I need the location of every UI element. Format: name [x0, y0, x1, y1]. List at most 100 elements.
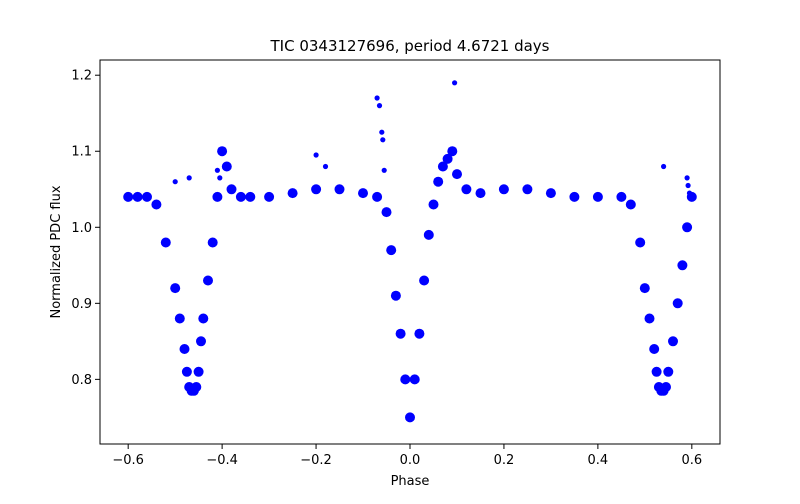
data-point: [217, 146, 228, 157]
y-tick-label: 1.1: [71, 145, 92, 160]
data-point: [191, 382, 202, 392]
data-point: [423, 229, 434, 240]
data-point: [142, 191, 152, 202]
data-point: [390, 290, 401, 301]
data-point: [400, 374, 411, 385]
data-point: [170, 283, 181, 294]
data-point: [428, 199, 439, 210]
y-axis-label: Normalized PDC flux: [49, 185, 64, 318]
data-point: [639, 283, 650, 294]
data-point: [442, 153, 453, 164]
data-point: [212, 191, 223, 202]
data-point: [174, 313, 185, 324]
data-point: [625, 199, 636, 210]
y-tick-label: 1.2: [71, 69, 92, 84]
data-point: [433, 176, 444, 187]
data-point: [203, 275, 213, 286]
data-point: [196, 336, 206, 347]
data-point: [661, 382, 671, 392]
data-point: [379, 129, 385, 135]
data-point: [461, 184, 472, 195]
data-point: [452, 169, 462, 180]
data-point: [592, 191, 603, 202]
data-point: [522, 184, 533, 195]
data-point: [132, 191, 143, 202]
data-point: [264, 191, 275, 202]
data-point: [663, 366, 674, 377]
data-point: [381, 167, 387, 173]
data-point: [322, 163, 329, 170]
x-axis: −0.6 −0.4 −0.2 0.0 0.2 0.4 0.6: [112, 444, 702, 468]
data-point: [376, 103, 383, 109]
data-point: [226, 184, 237, 195]
data-points: [123, 80, 697, 423]
data-point: [677, 260, 688, 271]
data-point: [686, 190, 693, 196]
data-point: [545, 188, 556, 199]
data-point: [172, 179, 178, 185]
x-tick-label: −0.4: [206, 453, 238, 468]
data-point: [668, 336, 678, 347]
data-point: [437, 161, 448, 172]
x-tick-label: 0.2: [494, 453, 515, 468]
data-point: [374, 95, 380, 101]
x-tick-label: 0.6: [681, 453, 702, 468]
data-point: [198, 313, 209, 324]
data-point: [151, 199, 162, 210]
data-point: [405, 412, 415, 423]
data-point: [447, 146, 458, 157]
chart-title: TIC 0343127696, period 4.6721 days: [269, 37, 549, 55]
data-point: [682, 222, 693, 233]
data-point: [287, 188, 298, 199]
data-point: [395, 328, 406, 339]
data-point: [235, 191, 246, 202]
data-point: [372, 191, 383, 202]
data-point: [207, 237, 218, 248]
data-point: [475, 188, 486, 199]
data-point: [409, 374, 420, 385]
data-point: [221, 161, 232, 172]
data-point: [685, 182, 691, 189]
data-point: [179, 344, 190, 354]
data-point: [414, 328, 425, 339]
y-tick-label: 0.8: [71, 373, 92, 388]
data-point: [569, 191, 580, 202]
data-point: [380, 137, 386, 143]
x-tick-label: 0.0: [400, 453, 421, 468]
x-tick-label: −0.2: [300, 453, 332, 468]
data-point: [672, 298, 683, 309]
x-axis-label: Phase: [391, 474, 430, 489]
data-point: [334, 184, 345, 195]
data-point: [381, 207, 392, 218]
data-point: [193, 366, 204, 377]
data-point: [644, 313, 655, 324]
data-point: [635, 237, 646, 248]
data-point: [214, 167, 220, 173]
data-point: [123, 191, 134, 202]
data-point: [419, 275, 430, 286]
data-point: [313, 152, 319, 158]
data-point: [661, 163, 667, 170]
data-point: [649, 344, 660, 354]
data-point: [684, 175, 690, 181]
data-point: [160, 237, 171, 248]
x-tick-label: 0.4: [588, 453, 609, 468]
data-point: [245, 191, 256, 202]
data-point: [616, 191, 627, 202]
data-point: [452, 80, 458, 86]
y-tick-label: 1.0: [71, 221, 92, 236]
data-point: [498, 184, 509, 195]
data-point: [186, 175, 192, 181]
data-point: [358, 188, 368, 199]
data-point: [311, 184, 322, 195]
data-point: [651, 366, 662, 377]
x-tick-label: −0.6: [112, 453, 144, 468]
data-point: [181, 366, 192, 377]
y-tick-label: 0.9: [71, 297, 92, 312]
y-axis: 0.8 0.9 1.0 1.1 1.2: [71, 69, 100, 388]
data-point: [386, 245, 397, 256]
data-point: [217, 175, 223, 181]
